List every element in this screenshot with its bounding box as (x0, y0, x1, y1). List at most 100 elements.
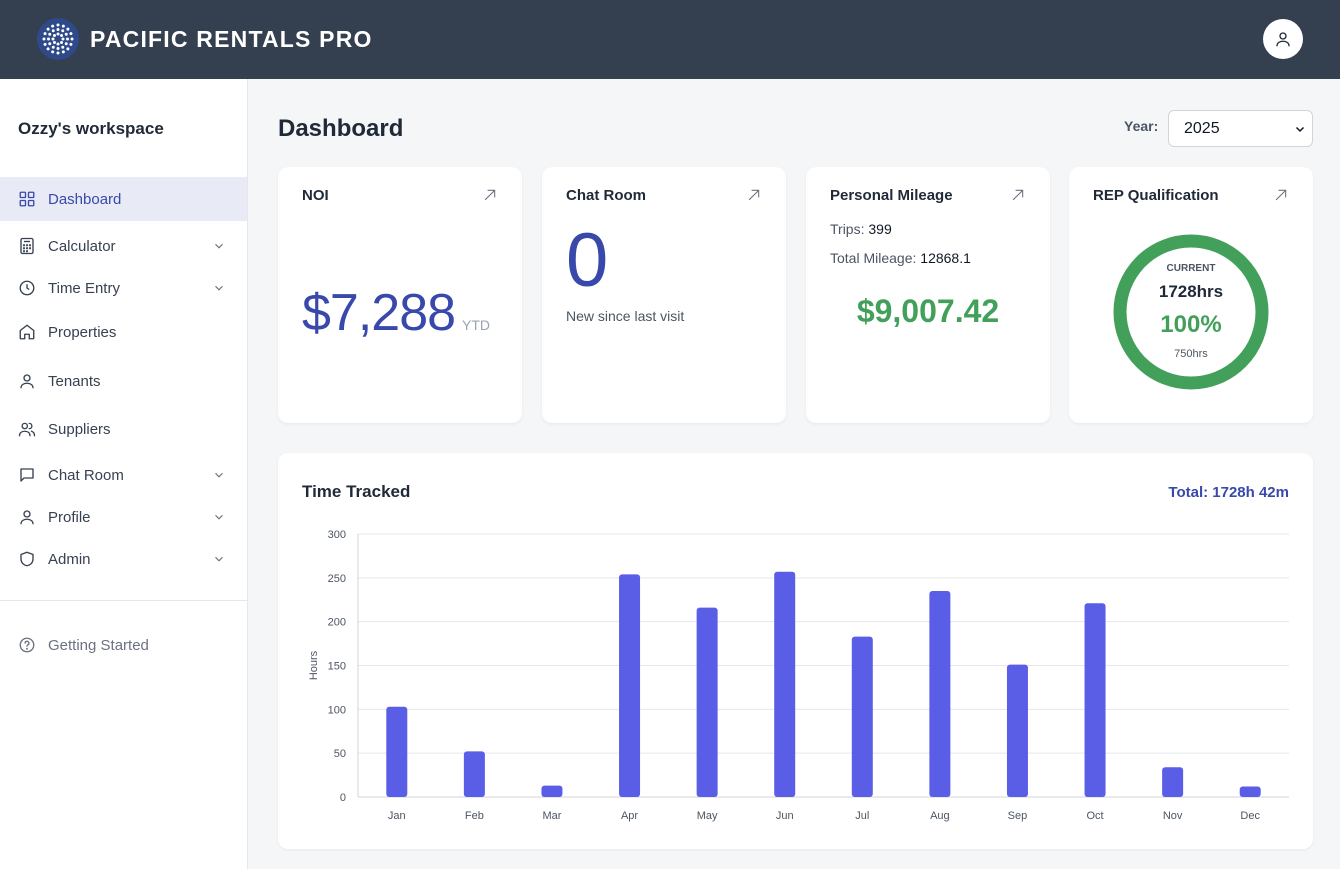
x-tick-label: Jun (776, 810, 794, 822)
user-menu-button[interactable] (1263, 19, 1303, 59)
time-tracked-card: 0 50 100 150 200 250 300 Hours Jan Feb Mar Apr May Ju… (278, 453, 1313, 849)
logo-dot (61, 45, 65, 49)
top-bar: PACIFIC RENTALS PRO (0, 0, 1340, 79)
noi-card[interactable]: NOI $7,288 YTD (278, 167, 522, 423)
sidebar-item-admin[interactable]: Admin (0, 537, 247, 581)
logo-dot (60, 41, 64, 45)
y-tick-label: 250 (328, 573, 346, 585)
logo-dot (48, 32, 52, 36)
x-tick-label: Aug (930, 810, 950, 822)
bar-dec (1239, 786, 1261, 797)
logo-dot (61, 24, 65, 28)
bar-nov (1162, 767, 1184, 797)
y-tick-label: 150 (328, 661, 346, 673)
x-tick-label: Dec (1240, 810, 1260, 822)
sidebar-item-properties[interactable]: Properties (0, 310, 247, 354)
chevron-down-icon[interactable] (212, 552, 226, 566)
logo-dot (56, 28, 60, 31)
expand-arrow-icon[interactable] (1010, 187, 1026, 203)
logo-dot (42, 37, 46, 41)
logo-dot (60, 33, 64, 37)
x-tick-label: Oct (1086, 810, 1103, 822)
sidebar-item-chat-room[interactable]: Chat Room (0, 453, 247, 497)
noi-suffix: YTD (462, 317, 490, 333)
logo-dot (61, 50, 65, 54)
help-circle-icon (18, 636, 36, 654)
logo-dot (46, 27, 50, 31)
logo-dot (61, 37, 65, 41)
bar-may (696, 607, 718, 797)
logo-dot (47, 37, 50, 41)
rep-qualification-card[interactable]: REP Qualification CURRENT 1728hrs 100% 7… (1069, 167, 1313, 423)
chevron-down-icon[interactable] (212, 281, 226, 295)
logo-dot (51, 45, 55, 49)
shield-icon (18, 550, 36, 568)
chevron-down-icon[interactable] (212, 468, 226, 482)
logo-dot (56, 47, 60, 50)
sidebar-item-profile[interactable]: Profile (0, 495, 247, 539)
bar-apr (619, 574, 641, 797)
sidebar-item-suppliers[interactable]: Suppliers (0, 407, 247, 451)
bar-jun (774, 571, 796, 797)
total-mileage-line: Total Mileage: 12868.1 (830, 250, 971, 266)
ring-of-dots-logo[interactable] (37, 18, 79, 60)
sidebar-item-tenants[interactable]: Tenants (0, 359, 247, 403)
y-tick-label: 300 (328, 529, 346, 541)
logo-dot (66, 27, 70, 31)
user-icon (18, 372, 36, 390)
rep-current-hours: 1728hrs (1158, 282, 1224, 301)
logo-dot (61, 29, 65, 33)
x-tick-label: Mar (542, 810, 561, 822)
bar-aug (929, 590, 951, 797)
logo-dot (43, 42, 47, 46)
sidebar-item-label: Time Entry (48, 279, 120, 297)
year-select[interactable]: 2025 (1168, 110, 1313, 147)
chat-icon (18, 466, 36, 484)
personal-mileage-card[interactable]: Personal Mileage Trips: 399 Total Mileag… (806, 167, 1050, 423)
sidebar-item-label: Calculator (48, 237, 116, 255)
x-tick-label: Nov (1163, 810, 1183, 822)
y-tick-label: 0 (340, 792, 346, 804)
users-icon (18, 420, 36, 438)
chat-subtitle: New since last visit (566, 308, 685, 324)
bar-feb (463, 751, 485, 797)
sidebar-item-getting-started[interactable]: Getting Started (0, 623, 247, 667)
expand-arrow-icon[interactable] (482, 187, 498, 203)
logo-dot (51, 29, 55, 33)
x-tick-label: Feb (465, 810, 484, 822)
y-tick-label: 100 (328, 704, 346, 716)
sidebar: Ozzy's workspace Dashboard Calculator Ti… (0, 79, 248, 869)
y-tick-label: 200 (328, 617, 346, 629)
logo-dot (48, 42, 52, 46)
sidebar-item-label: Dashboard (48, 190, 122, 208)
card-title: REP Qualification (1093, 187, 1219, 204)
bar-oct (1084, 603, 1106, 797)
logo-dot (51, 37, 55, 41)
sidebar-item-dashboard[interactable]: Dashboard (0, 177, 247, 221)
rep-progress-ring (1113, 234, 1269, 390)
sidebar-item-label: Tenants (48, 372, 101, 390)
y-axis-label: Hours (308, 650, 320, 680)
chart-total: Total: 1728h 42m (1168, 484, 1289, 501)
logo-dot (70, 37, 74, 41)
total-mileage-label: Total Mileage: (830, 250, 917, 266)
logo-dot (56, 42, 60, 46)
logo-dot (51, 50, 55, 54)
sidebar-item-time-entry[interactable]: Time Entry (0, 266, 247, 310)
bar-jul (851, 636, 873, 797)
sidebar-item-label: Profile (48, 508, 91, 526)
bar-sep (1006, 664, 1028, 797)
chevron-down-icon[interactable] (212, 239, 226, 253)
logo-dot (66, 37, 69, 41)
sidebar-item-label: Chat Room (48, 466, 124, 484)
year-label: Year: (1124, 118, 1159, 134)
sidebar-item-calculator[interactable]: Calculator (0, 224, 247, 268)
bar-jan (386, 706, 408, 797)
brand-name[interactable]: PACIFIC RENTALS PRO (90, 26, 373, 52)
expand-arrow-icon[interactable] (1273, 187, 1289, 203)
chat-room-card[interactable]: Chat Room 0 New since last visit (542, 167, 786, 423)
expand-arrow-icon[interactable] (746, 187, 762, 203)
chevron-down-icon[interactable] (212, 510, 226, 524)
logo-dot (69, 32, 73, 36)
calculator-icon (18, 237, 36, 255)
